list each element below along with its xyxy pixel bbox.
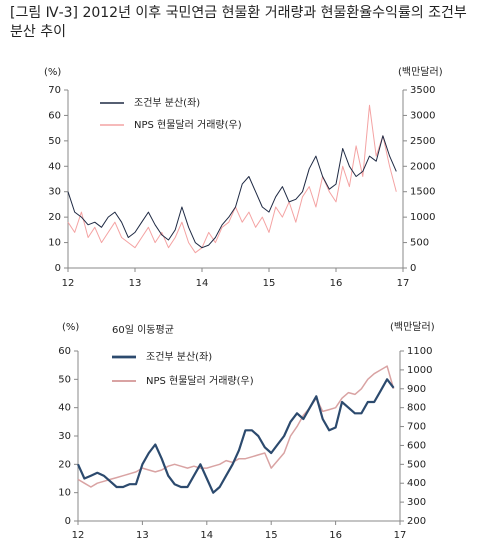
- y2-tick-label: 2500: [410, 136, 435, 147]
- y2-tick-label: 500: [410, 238, 429, 249]
- series-line: [76, 378, 395, 494]
- series-line: [77, 365, 395, 488]
- title: [그림 Ⅳ-3] 2012년 이후 국민연금 현물환 거래량과 현물환율수익률의…: [10, 5, 467, 40]
- y-tick-label: 0: [55, 263, 61, 274]
- y-tick-label: 20: [58, 459, 71, 470]
- y2-tick-label: 1100: [407, 346, 432, 357]
- x-tick-label: 16: [330, 278, 343, 289]
- y2-tick-label: 200: [407, 516, 426, 527]
- y-tick-label: 60: [58, 346, 71, 357]
- y2-tick-label: 900: [407, 384, 426, 395]
- y2-tick-label: 300: [407, 497, 426, 508]
- series-line: [67, 104, 397, 254]
- x-tick-label: 13: [136, 530, 149, 541]
- y2-tick-label: 400: [407, 478, 426, 489]
- x-tick-label: 17: [394, 530, 407, 541]
- y-tick-label: 50: [48, 136, 61, 147]
- series-line: [67, 135, 397, 249]
- y2-axis-label: (백만달러): [390, 321, 435, 333]
- y2-tick-label: 2000: [410, 161, 435, 172]
- y2-tick-label: 0: [410, 263, 416, 274]
- x-tick-label: 12: [62, 278, 75, 289]
- legend-label: NPS 현물달러 거래량(우): [146, 375, 254, 387]
- y-tick-label: 10: [58, 488, 71, 499]
- x-tick-label: 14: [200, 530, 213, 541]
- x-tick-label: 17: [397, 278, 410, 289]
- y2-tick-label: 500: [407, 459, 426, 470]
- y-tick-label: 60: [48, 110, 61, 121]
- y2-tick-label: 700: [407, 422, 426, 433]
- y-axis-label: (%): [44, 67, 61, 78]
- y-axis-label: (%): [62, 322, 79, 333]
- y-tick-label: 70: [48, 85, 61, 96]
- y2-tick-label: 1000: [407, 365, 432, 376]
- y2-tick-label: 1500: [410, 187, 435, 198]
- y2-tick-label: 800: [407, 403, 426, 414]
- y-tick-label: 40: [48, 161, 61, 172]
- legend-label: 조건부 분산(좌): [146, 351, 212, 363]
- legend-label: NPS 현물달러 거래량(우): [134, 119, 242, 131]
- y-tick-label: 0: [65, 516, 71, 527]
- y2-tick-label: 1000: [410, 212, 435, 223]
- y-tick-label: 50: [58, 374, 71, 385]
- y-tick-label: 30: [48, 187, 61, 198]
- legend-label: 조건부 분산(좌): [134, 97, 200, 109]
- y2-tick-label: 3000: [410, 110, 435, 121]
- annotation: 60일 이동평균: [112, 324, 174, 336]
- y-tick-label: 10: [48, 238, 61, 249]
- y2-axis-label: (백만달러): [398, 66, 443, 78]
- y-tick-label: 30: [58, 431, 71, 442]
- x-tick-label: 13: [129, 278, 142, 289]
- x-tick-label: 15: [265, 530, 278, 541]
- y2-tick-label: 3500: [410, 85, 435, 96]
- x-tick-label: 14: [196, 278, 209, 289]
- y-tick-label: 40: [58, 403, 71, 414]
- y-tick-label: 20: [48, 212, 61, 223]
- y2-tick-label: 600: [407, 440, 426, 451]
- x-tick-label: 15: [263, 278, 276, 289]
- x-tick-label: 16: [329, 530, 342, 541]
- x-tick-label: 12: [72, 530, 85, 541]
